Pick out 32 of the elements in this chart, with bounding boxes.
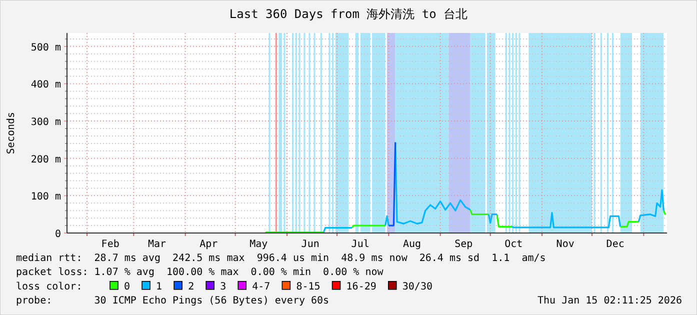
x-tick-label: Sep xyxy=(454,239,473,250)
x-tick-label: Mar xyxy=(148,239,166,250)
legend-label: 4-7 xyxy=(252,281,270,292)
legend-label: 2 xyxy=(188,281,194,292)
text: Thu Jan 15 02:11:25 2026 xyxy=(538,296,682,307)
x-tick-label: Apr xyxy=(200,239,218,250)
legend-label: 3 xyxy=(220,281,226,292)
x-tick-label: May xyxy=(250,239,268,250)
y-tick-label: 200 m xyxy=(30,154,61,166)
x-tick-label: Oct xyxy=(504,239,523,250)
text: probe: 30 ICMP Echo Pings (56 Bytes) every 60s xyxy=(16,296,330,307)
legend-label: 8-15 xyxy=(296,281,320,292)
y-tick-label: 0 xyxy=(54,229,61,240)
x-tick-label: Aug xyxy=(402,239,422,250)
x-tick-label: Feb xyxy=(101,239,120,250)
x-tick-label: Jun xyxy=(301,239,320,250)
y-tick-label: 300 m xyxy=(30,117,61,128)
x-tick-label: Dec xyxy=(606,239,624,250)
legend-label: 16-29 xyxy=(346,281,376,292)
y-tick-label: 500 m xyxy=(30,42,61,54)
legend-label: 0 xyxy=(124,281,130,292)
x-tick-label: Jul xyxy=(351,239,370,250)
legend-label: 30/30 xyxy=(402,281,432,292)
y-tick-label: 100 m xyxy=(30,192,61,203)
text: packet loss: 1.07 % avg 100.00 % max 0.00 % min 0.00 % now xyxy=(16,267,384,278)
x-tick-label: Nov xyxy=(556,239,574,250)
y-axis-title: Seconds xyxy=(6,112,17,154)
text: median rtt: 28.7 ms avg 242.5 ms max 996.4 us min 48.9 ms now 26.4 ms sd 1.1 am/s xyxy=(16,253,546,264)
y-tick-label: 400 m xyxy=(30,80,61,91)
chart-title: Last 360 Days from 海外清洗 to 台北 xyxy=(229,7,468,21)
legend-title: loss color: xyxy=(16,281,82,292)
legend-label: 1 xyxy=(156,281,162,292)
